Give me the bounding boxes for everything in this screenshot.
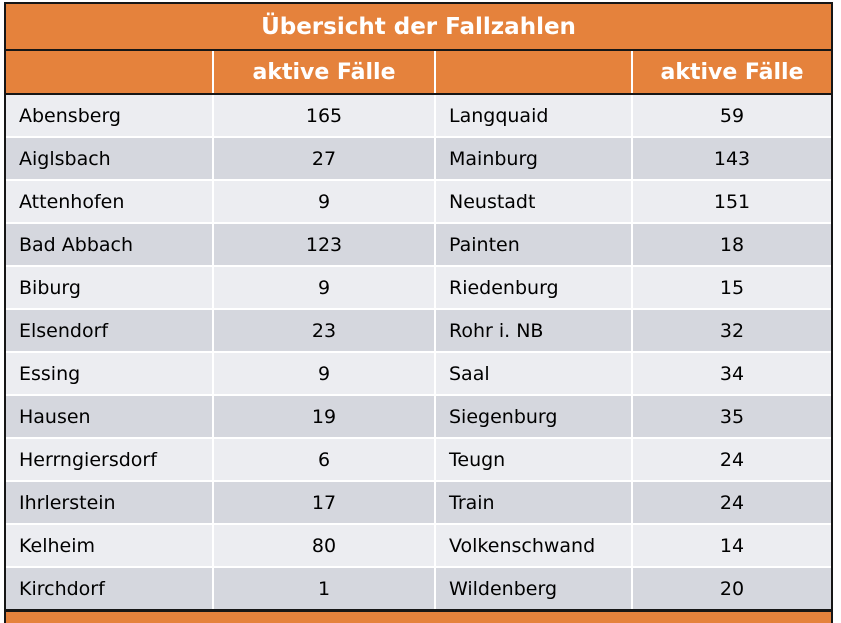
cases-cell: 17 xyxy=(214,482,434,523)
cases-cell: 32 xyxy=(633,310,831,351)
municipality-cell: Train xyxy=(436,482,631,523)
cases-cell: 35 xyxy=(633,396,831,437)
cases-cell: 19 xyxy=(214,396,434,437)
cases-cell: 18 xyxy=(633,224,831,265)
empty-header-cell xyxy=(6,51,212,93)
cases-cell: 34 xyxy=(633,353,831,394)
municipality-cell: Rohr i. NB xyxy=(436,310,631,351)
footer-bar xyxy=(6,612,831,623)
cases-table: Übersicht der Fallzahlen aktive Fälle ak… xyxy=(4,2,833,623)
cases-cell: 151 xyxy=(633,181,831,222)
table-title: Übersicht der Fallzahlen xyxy=(6,4,831,51)
cases-cell: 9 xyxy=(214,181,434,222)
cases-cell: 24 xyxy=(633,439,831,480)
cases-cell: 1 xyxy=(214,568,434,609)
municipality-cell: Saal xyxy=(436,353,631,394)
municipality-cell: Kelheim xyxy=(6,525,212,566)
municipality-cell: Kirchdorf xyxy=(6,568,212,609)
cases-cell: 15 xyxy=(633,267,831,308)
table-header-row: aktive Fälle aktive Fälle xyxy=(6,51,831,93)
cases-cell: 9 xyxy=(214,267,434,308)
cases-cell: 20 xyxy=(633,568,831,609)
municipality-cell: Teugn xyxy=(436,439,631,480)
municipality-cell: Hausen xyxy=(6,396,212,437)
cases-cell: 165 xyxy=(214,95,434,136)
municipality-cell: Painten xyxy=(436,224,631,265)
municipality-cell: Attenhofen xyxy=(6,181,212,222)
municipality-cell: Riedenburg xyxy=(436,267,631,308)
municipality-cell: Ihrlerstein xyxy=(6,482,212,523)
municipality-cell: Bad Abbach xyxy=(6,224,212,265)
municipality-cell: Aiglsbach xyxy=(6,138,212,179)
cases-cell: 23 xyxy=(214,310,434,351)
cases-header: aktive Fälle xyxy=(214,51,434,93)
cases-cell: 27 xyxy=(214,138,434,179)
cases-cell: 123 xyxy=(214,224,434,265)
municipality-cell: Volkenschwand xyxy=(436,525,631,566)
municipality-cell: Essing xyxy=(6,353,212,394)
cases-cell: 6 xyxy=(214,439,434,480)
municipality-cell: Abensberg xyxy=(6,95,212,136)
municipality-cell: Langquaid xyxy=(436,95,631,136)
cases-cell: 14 xyxy=(633,525,831,566)
cases-cell: 24 xyxy=(633,482,831,523)
cases-cell: 59 xyxy=(633,95,831,136)
empty-header-cell xyxy=(436,51,631,93)
municipality-cell: Biburg xyxy=(6,267,212,308)
cases-header: aktive Fälle xyxy=(633,51,831,93)
cases-cell: 143 xyxy=(633,138,831,179)
municipality-cell: Mainburg xyxy=(436,138,631,179)
cases-cell: 80 xyxy=(214,525,434,566)
table-body: Abensberg 165 Langquaid 59 Aiglsbach 27 … xyxy=(6,93,831,612)
municipality-cell: Herrngiersdorf xyxy=(6,439,212,480)
municipality-cell: Elsendorf xyxy=(6,310,212,351)
municipality-cell: Neustadt xyxy=(436,181,631,222)
municipality-cell: Siegenburg xyxy=(436,396,631,437)
cases-cell: 9 xyxy=(214,353,434,394)
municipality-cell: Wildenberg xyxy=(436,568,631,609)
